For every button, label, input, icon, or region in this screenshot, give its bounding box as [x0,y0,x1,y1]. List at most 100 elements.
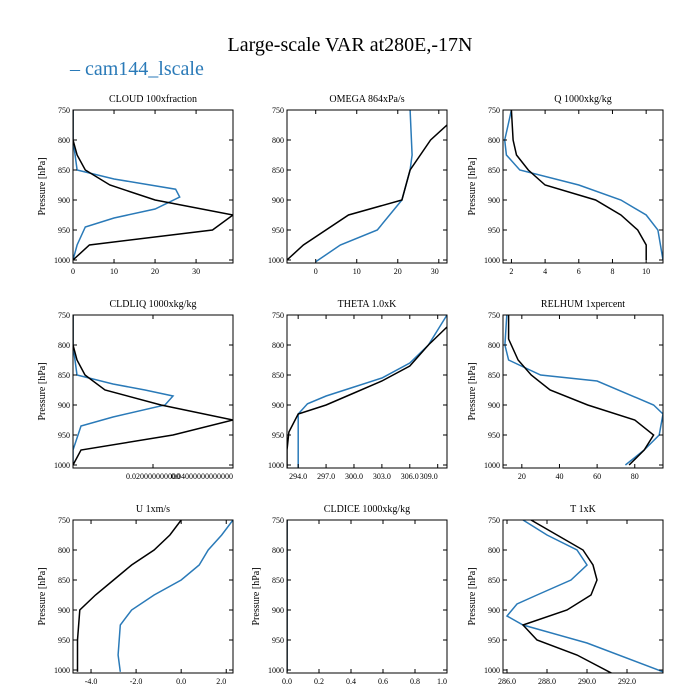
x-tick-label: 10 [110,267,118,276]
y-tick-label: 950 [488,226,500,235]
y-tick-label: 900 [272,606,284,615]
y-tick-label: 1000 [484,256,500,265]
x-tick-label: 0.04000000000000 [171,472,233,481]
y-tick-label: 800 [272,546,284,555]
series-line-model [504,315,663,466]
x-tick-label: 0.6 [378,677,388,686]
y-tick-label: 800 [488,136,500,145]
figure-title: Large-scale VAR at280E,-17N [227,34,473,56]
y-axis-label: Pressure [hPa] [37,157,48,215]
x-tick-label: 30 [192,267,200,276]
chart-panel-8: CLDICE 1000xkg/kg Pressure [hPa] 750 800 850… [251,504,448,686]
y-tick-label: 850 [272,166,284,175]
y-tick-label: 1000 [54,461,70,470]
x-tick-label: 2 [509,267,513,276]
y-tick-label: 1000 [484,461,500,470]
x-tick-label: 30 [431,267,439,276]
y-tick-label: 900 [272,401,284,410]
x-tick-label: 0 [71,267,75,276]
plot-frame [502,109,664,264]
panel-title: RELHUM 1xpercent [541,299,625,310]
y-tick-label: 800 [58,136,70,145]
y-tick-label: 950 [58,226,70,235]
y-tick-label: 900 [488,401,500,410]
x-tick-label: 80 [631,472,639,481]
series-line-model [297,315,447,468]
y-tick-label: 900 [58,196,70,205]
panel-title: CLDLIQ 1000xkg/kg [110,299,197,310]
y-axis-label: Pressure [hPa] [467,567,478,625]
series-line-model [505,520,663,673]
x-tick-label: 6 [577,267,581,276]
y-tick-label: 950 [272,226,284,235]
panel-title: CLOUD 100xfraction [109,94,197,105]
y-tick-label: 800 [272,136,284,145]
y-tick-label: 750 [58,311,70,320]
x-tick-label: 60 [593,472,601,481]
x-tick-label: 0.0 [176,677,186,686]
y-axis-label: Pressure [hPa] [37,567,48,625]
x-tick-label: 288.0 [538,677,556,686]
y-tick-label: 850 [58,576,70,585]
x-tick-label: 0.4 [346,677,356,686]
y-tick-label: 950 [58,636,70,645]
y-tick-label: 850 [272,576,284,585]
y-axis-label: Pressure [hPa] [467,157,478,215]
series-line-model [117,520,233,672]
series-line-obs [73,110,233,261]
chart-panel-4: CLDLIQ 1000xkg/kg Pressure [hPa] 750 800 850… [37,299,234,481]
x-tick-label: 20 [518,472,526,481]
series-line-model [315,110,413,263]
chart-panel-5: THETA 1.0xK 750 800 850 900 950 1000 294.0 297.0… [268,299,448,481]
chart-panel-3: Q 1000xkg/kg Pressure [hPa] 750 800 850 900 95… [467,94,664,276]
x-tick-label: 306.0 [401,472,419,481]
y-tick-label: 800 [58,341,70,350]
series-line-obs [507,315,655,466]
x-tick-label: 0 [314,267,318,276]
plot-frame [286,519,448,674]
x-tick-label: 309.0 [420,472,438,481]
x-tick-label: 1.0 [437,677,447,686]
y-tick-label: 850 [488,371,500,380]
x-tick-label: 292.0 [618,677,636,686]
y-tick-label: 850 [488,576,500,585]
series-line-obs [287,124,447,261]
y-axis-label: Pressure [hPa] [37,362,48,420]
y-tick-label: 1000 [484,666,500,675]
panel-title: THETA 1.0xK [338,299,397,310]
plot-frame [502,314,664,469]
y-tick-label: 1000 [54,256,70,265]
chart-panel-6: RELHUM 1xpercent Pressure [hPa] 750 800 850 9… [467,299,664,481]
y-tick-label: 800 [272,341,284,350]
panel-title: T 1xK [570,504,596,515]
panel-title: OMEGA 864xPa/s [329,94,404,105]
series-line-obs [521,520,613,673]
series-line-obs [76,520,182,672]
y-tick-label: 750 [272,311,284,320]
x-tick-label: 0.020000000000 [126,472,180,481]
y-tick-label: 900 [272,196,284,205]
x-tick-label: 20 [151,267,159,276]
x-tick-label: 10 [642,267,650,276]
series-line-model [73,110,181,261]
y-tick-label: 900 [58,606,70,615]
x-tick-label: 0.0 [282,677,292,686]
y-tick-label: 900 [488,606,500,615]
x-tick-label: 294.0 [289,472,307,481]
y-tick-label: 950 [58,431,70,440]
plot-frame [286,109,448,264]
plot-frame [286,314,448,469]
x-tick-label: 290.0 [578,677,596,686]
x-tick-label: 0.8 [410,677,420,686]
y-tick-label: 950 [272,431,284,440]
y-tick-label: 850 [58,166,70,175]
x-tick-label: 286.0 [498,677,516,686]
panel-title: U 1xm/s [136,504,170,515]
y-tick-label: 1000 [54,666,70,675]
series-line-obs [510,110,647,260]
y-axis-label: Pressure [hPa] [251,567,262,625]
y-tick-label: 800 [58,546,70,555]
y-tick-label: 950 [488,636,500,645]
x-tick-label: 20 [394,267,402,276]
